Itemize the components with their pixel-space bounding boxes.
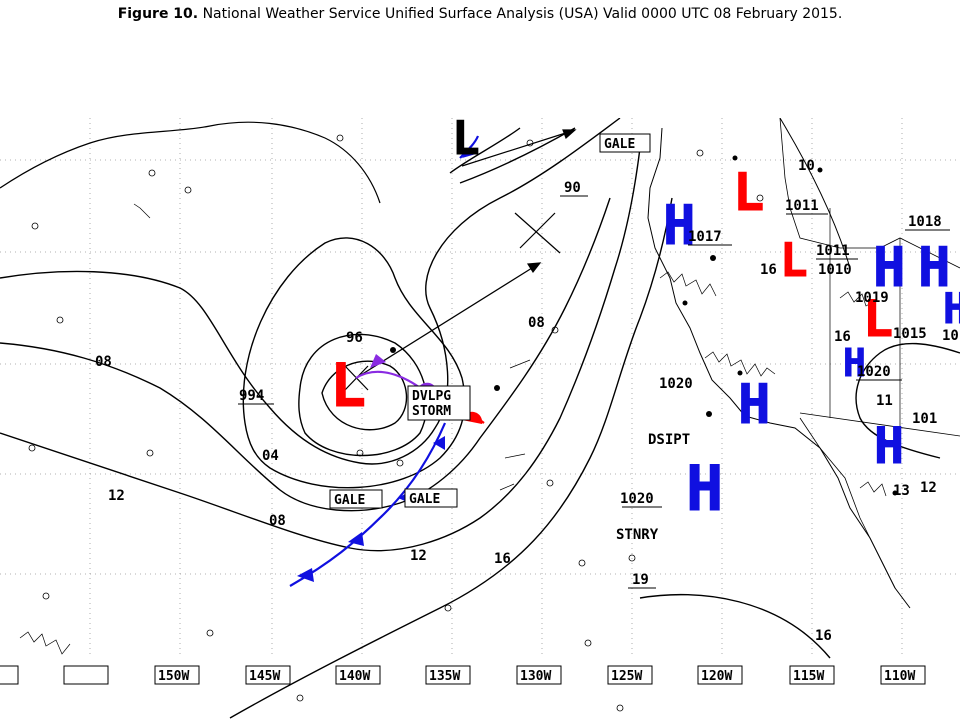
isobar-996 [321,360,408,431]
gale-label: GALE [334,493,365,508]
pressure-label: 10 [798,158,815,174]
isobar-label: 16 [815,628,832,644]
low-center-letter: L [452,118,480,165]
pressure-label: 10 [942,328,959,344]
pressure-label: 101 [912,411,937,427]
dvlpg-label: DVLPG [412,389,451,404]
pressure-label: 13 [893,483,910,499]
isobar-label: 08 [95,354,112,370]
low-pressure-value: 1011 [816,243,850,259]
isobar-1008a [0,197,611,512]
low-center-letter: L [733,163,764,223]
low-center-letter: L [330,351,366,421]
longitude-label: 140W [339,669,370,684]
figure-caption: Figure 10. National Weather Service Unif… [0,6,960,22]
longitude-label: 150W [158,669,189,684]
longitude-label: 145W [249,669,280,684]
pressure-center-letters: L H H H L L H H L H H H L [330,118,960,526]
pressure-center-values: 96 1020 1020 1017 1011 1011 1018 1019 10… [346,198,942,507]
high-pressure-value: 1020 [857,364,891,380]
isobar-label: 08 [269,513,286,529]
storm-label: STORM [412,404,451,419]
pressure-label: 12 [920,480,937,496]
isobar-1012 [0,147,641,552]
pressure-label: 11 [876,393,893,409]
high-center-letter: H [873,236,906,299]
high-center-letter: H [918,236,951,299]
isobar-label: 04 [262,448,279,464]
high-center-letter: H [843,341,866,385]
lat-lon-grid [0,118,960,658]
pressure-label: 16 [834,329,851,345]
storm-track [344,129,577,391]
isobar-label: 90 [564,180,581,196]
gale-label: GALE [409,492,440,507]
high-center-letter: H [663,194,696,257]
high-center-letter: H [738,373,771,436]
station-plots [28,134,764,712]
coastline [647,118,960,609]
longitude-label: 110W [884,669,915,684]
station-scribble [19,203,887,655]
high-center-letter: H [686,452,723,525]
pressure-label: 1010 [818,262,852,278]
isobar-label: 12 [410,548,427,564]
text-annotations: DSIPT STNRY 19 16 13 10 12 11 16 1010 10… [616,158,959,588]
pressure-label: 16 [760,262,777,278]
high-pressure-value: 1018 [908,214,942,230]
longitude-label: 120W [701,669,732,684]
isobar-1000 [298,333,428,457]
figure-number: Figure 10. [117,6,199,22]
high-center-letter: H [874,417,904,475]
low-pressure-value: 96 [346,330,363,346]
isobar-label: 12 [108,488,125,504]
isobar-1004 [242,237,466,489]
boxed-labels: GALE GALE GALE DVLPG STORM [329,133,651,509]
isobar-1016 [229,197,673,719]
low-center-letter: L [780,233,808,287]
high-pressure-value: 1015 [893,326,927,342]
isobar-label: 08 [528,315,545,331]
longitude-labels: 150W 145W 140W 135W 130W 125W 120W 115W … [0,665,926,685]
isobar-coast [779,118,851,269]
low-pressure-value: 1011 [785,198,819,214]
pressure-label: 19 [632,572,649,588]
surface-analysis-map: L H H H L L H H L H H H L 96 1020 1020 1… [0,118,960,719]
low-pressure-value: 1019 [855,290,889,306]
longitude-label: 130W [520,669,551,684]
figure-caption-text: National Weather Service Unified Surface… [202,6,843,22]
low-center-letter: L [863,290,893,348]
longitude-label: 115W [793,669,824,684]
isobar-1008b [0,118,621,465]
pressure-value-underlines [622,213,950,508]
station-dots [390,155,898,496]
stnry-label: STNRY [616,527,659,543]
longitude-label: 125W [611,669,642,684]
high-pressure-value: 1020 [620,491,654,507]
isobar-labels: 08 994 04 12 08 12 16 08 90 16 [95,180,832,644]
high-center-letter: H [943,284,960,333]
dsipt-label: DSIPT [648,432,690,448]
high-pressure-value: 1017 [688,229,722,245]
longitude-label: 135W [429,669,460,684]
isobar-label: 994 [239,388,264,404]
isobar-label: 16 [494,551,511,567]
isobars [0,118,960,719]
high-pressure-value: 1020 [659,376,693,392]
isobar-label-underlines [238,195,588,405]
gale-label: GALE [604,137,635,152]
